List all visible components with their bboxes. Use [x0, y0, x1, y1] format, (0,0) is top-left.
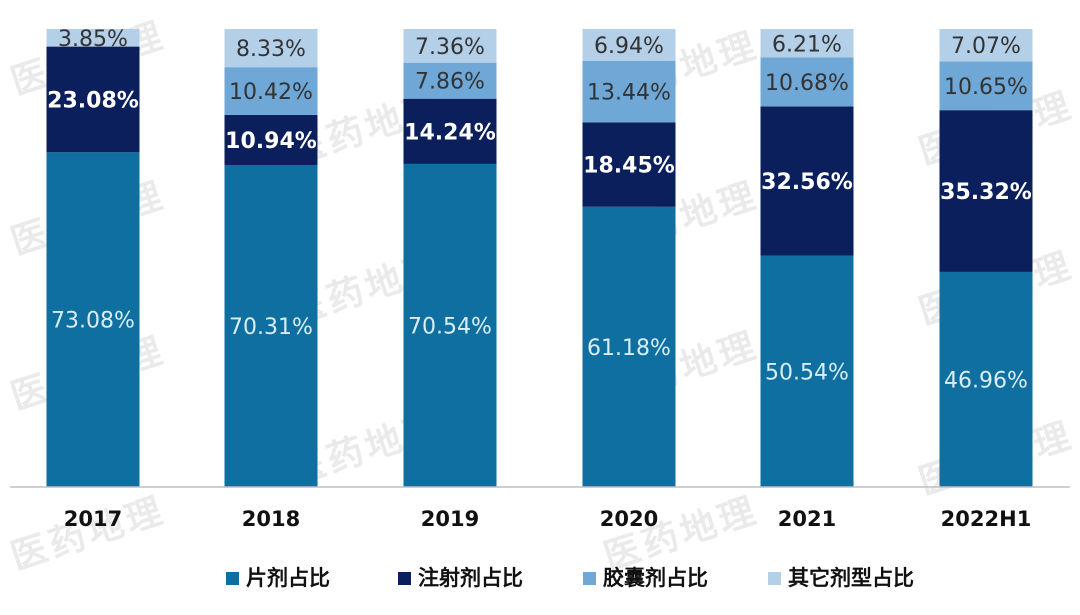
x-tick-label: 2018: [242, 507, 300, 531]
legend-label: 胶囊剂占比: [603, 566, 708, 590]
legend-label: 片剂占比: [246, 566, 330, 590]
legend-label: 其它剂型占比: [788, 566, 914, 590]
data-label: 70.54%: [408, 314, 492, 339]
data-label: 6.21%: [772, 32, 842, 57]
x-tick-label: 2021: [778, 507, 836, 531]
legend-swatch: [583, 572, 596, 585]
data-label: 7.86%: [415, 70, 485, 95]
x-tick-label: 2019: [421, 507, 479, 531]
legend-swatch: [768, 572, 781, 585]
data-label: 7.36%: [415, 35, 485, 60]
data-label: 3.85%: [58, 27, 128, 52]
legend-label: 注射剂占比: [418, 566, 523, 590]
data-label: 8.33%: [236, 37, 306, 62]
data-label: 70.31%: [229, 315, 313, 340]
data-label: 6.94%: [594, 34, 664, 59]
watermark-text: 医药地理: [6, 490, 171, 578]
data-label: 61.18%: [587, 336, 671, 361]
data-label: 10.42%: [229, 80, 313, 105]
data-label: 14.24%: [404, 120, 496, 145]
x-tick-label: 2020: [600, 507, 658, 531]
watermark-layer: 医药地理医药地理医药地理医药地理医药地理医药地理医药地理医药地理医药地理医药地理…: [6, 15, 1079, 578]
legend-swatch: [398, 572, 411, 585]
data-label: 7.07%: [951, 34, 1021, 59]
data-label: 23.08%: [47, 88, 139, 113]
legend-swatch: [226, 572, 239, 585]
data-label: 18.45%: [583, 154, 675, 179]
x-tick-labels: 2017 2018 2019 2020 2021 2022H1: [64, 507, 1032, 531]
data-label: 10.94%: [225, 129, 317, 154]
data-label: 35.32%: [940, 180, 1032, 205]
data-label: 10.68%: [765, 71, 849, 96]
data-label: 50.54%: [765, 360, 849, 385]
data-label: 46.96%: [944, 368, 1028, 393]
legend: 片剂占比 注射剂占比 胶囊剂占比 其它剂型占比: [226, 566, 914, 590]
data-label: 32.56%: [761, 170, 853, 195]
x-tick-label: 2022H1: [941, 507, 1032, 531]
bars-layer: 73.08% 23.08% 3.85% 70.31% 10.94% 10.42% 8.33%…: [47, 27, 1033, 487]
data-label: 13.44%: [587, 81, 671, 106]
data-label: 73.08%: [51, 309, 135, 334]
x-tick-label: 2017: [64, 507, 122, 531]
data-label: 10.65%: [944, 75, 1028, 100]
